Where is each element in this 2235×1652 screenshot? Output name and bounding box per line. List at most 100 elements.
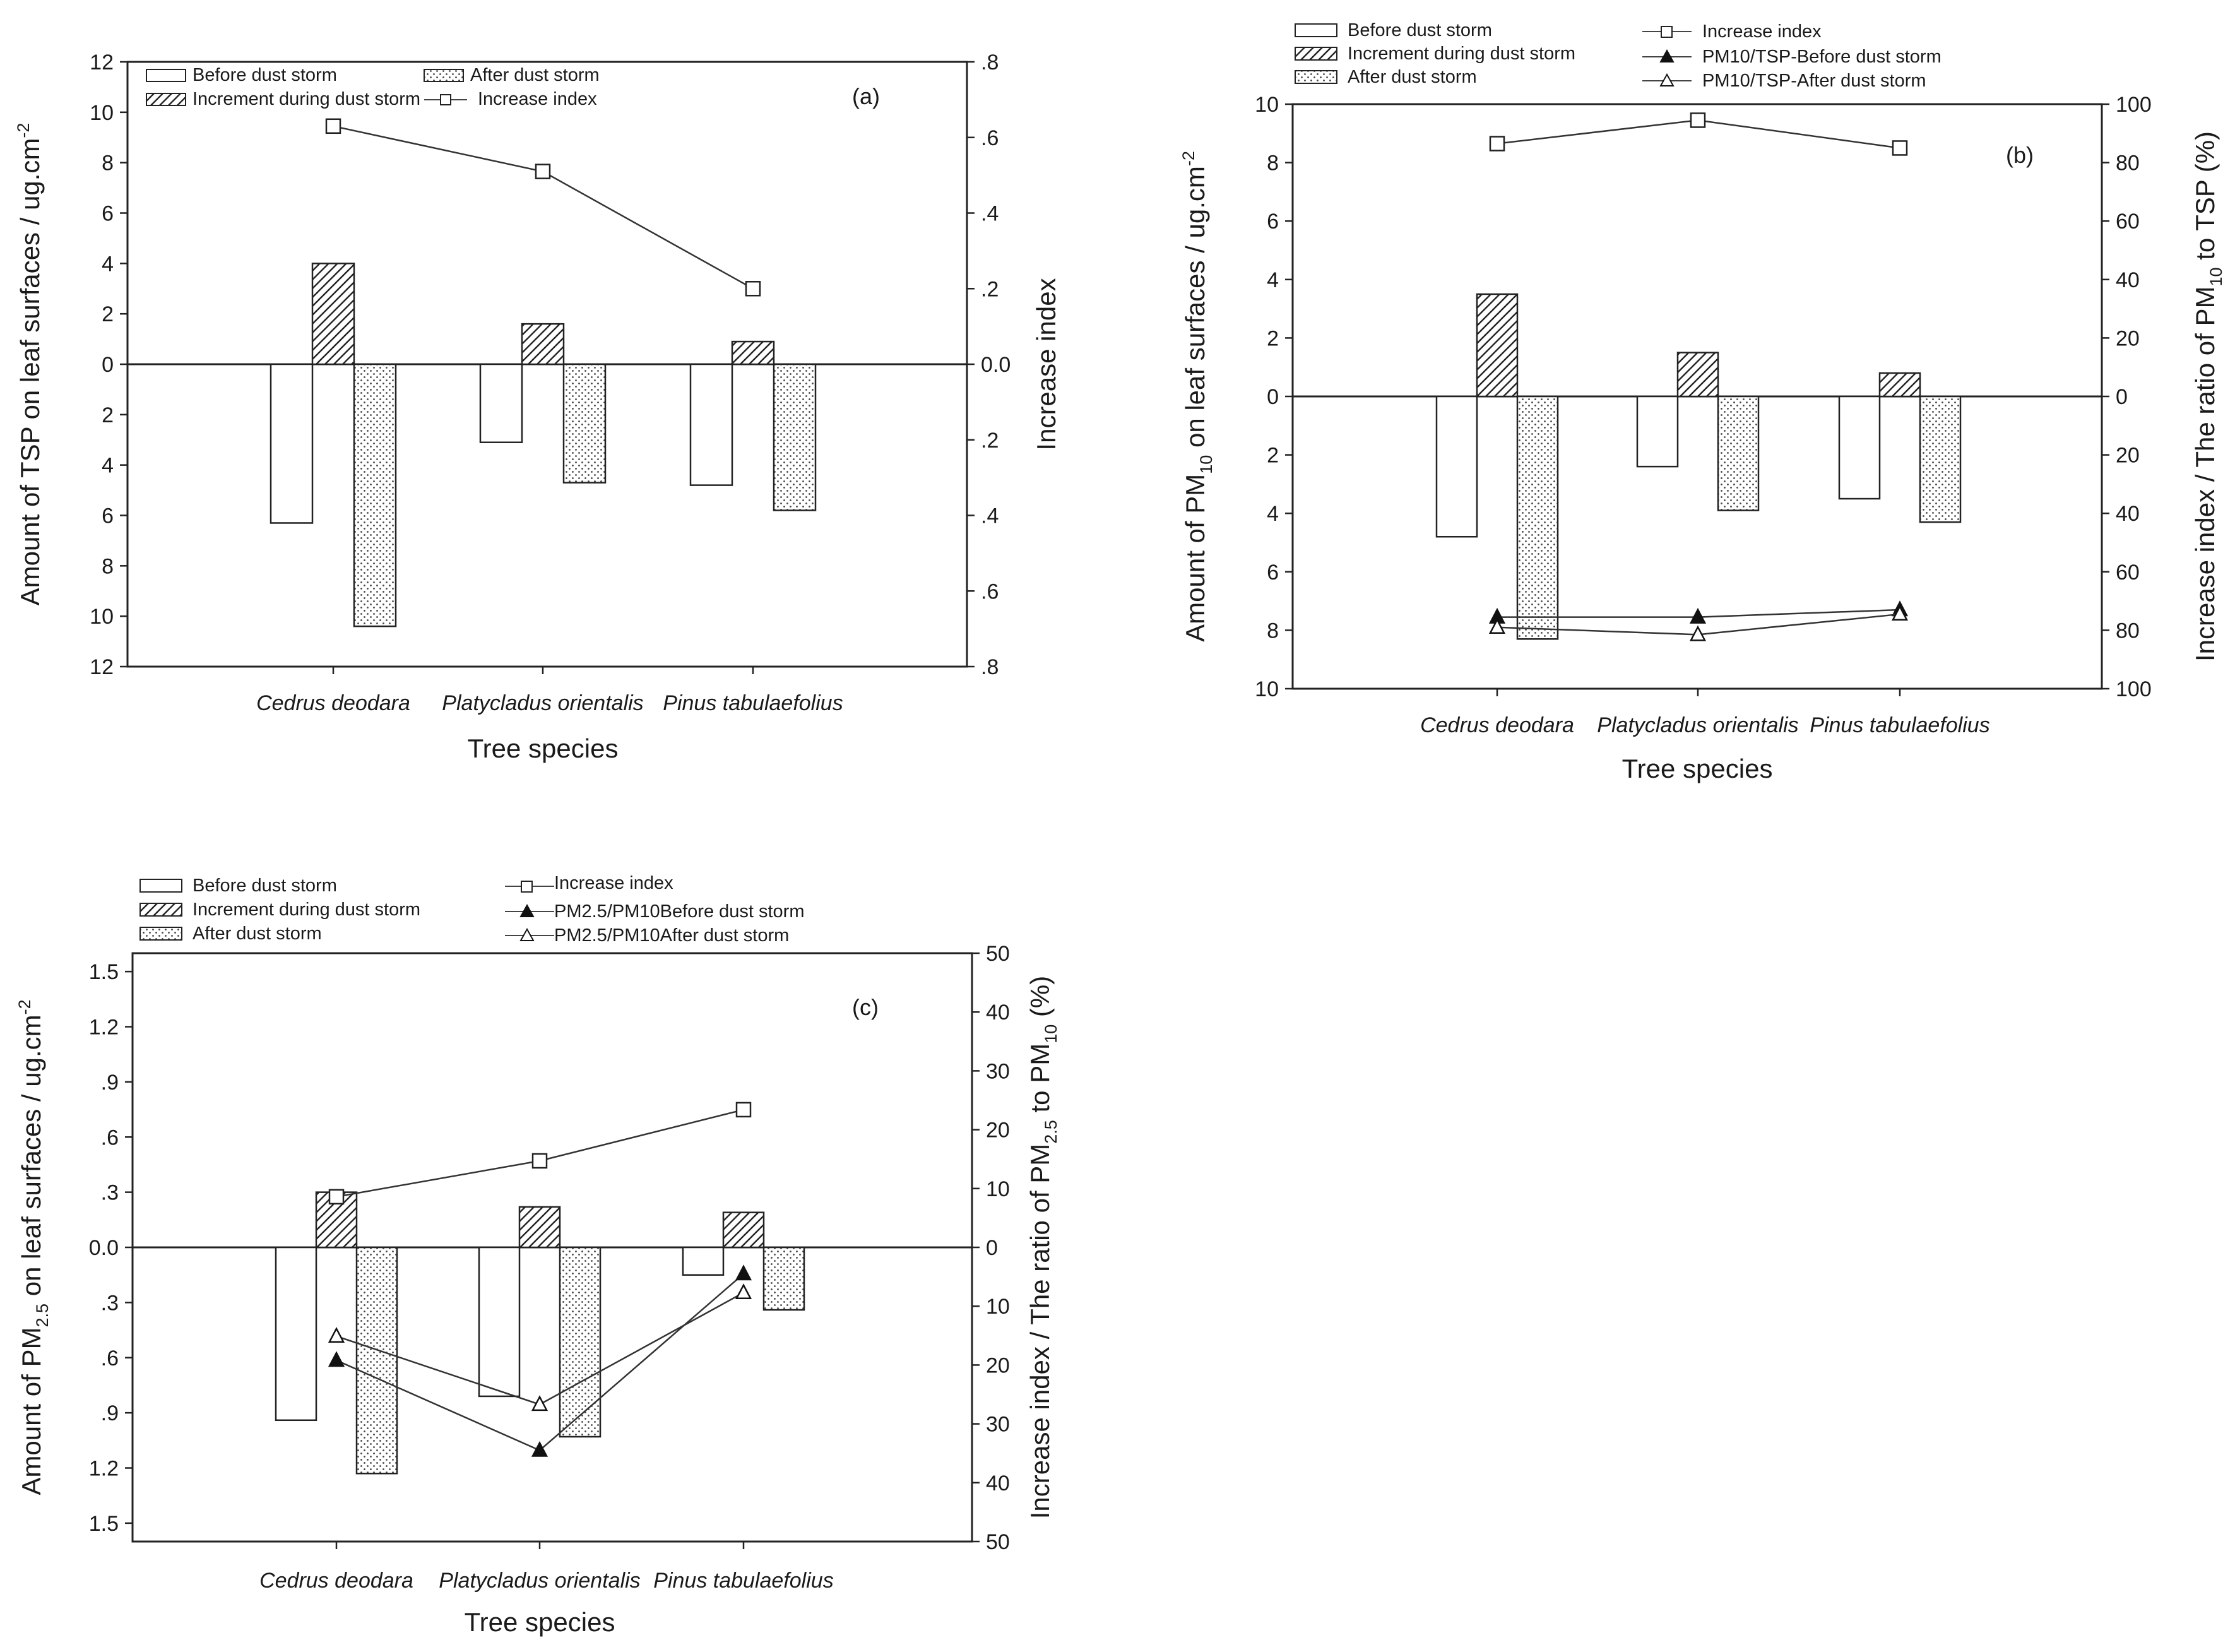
left-tick-label: 10 <box>1255 677 1279 701</box>
right-tick-label: .2 <box>981 429 999 453</box>
bar-white <box>682 1246 725 1276</box>
left-tick-label: .9 <box>101 1401 119 1425</box>
right-tick-label: .6 <box>981 579 999 603</box>
bar-group <box>275 1191 805 1475</box>
panel-label: (c) <box>852 994 879 1020</box>
point-triangle <box>531 1395 548 1411</box>
legend: Before dust storm Increment during dust … <box>1295 20 1942 91</box>
right-tick-label: 100 <box>2116 93 2152 117</box>
legend-swatch-before <box>1295 23 1337 37</box>
bar-hatch <box>311 263 355 365</box>
category-labels: Cedrus deodara Platycladus orientalis Pinu… <box>1420 689 1990 737</box>
point-square <box>1690 112 1706 128</box>
category-labels: Cedrus deodara Platycladus orientalis Pinu… <box>256 667 843 715</box>
right-tick-label: 10 <box>986 1177 1010 1201</box>
left-tick-label: 12 <box>90 655 114 679</box>
legend-marker-increase <box>1661 26 1673 38</box>
left-tick-label: 0 <box>1267 385 1279 409</box>
left-tick-label: 2 <box>1267 444 1279 468</box>
bar-dots <box>353 363 397 627</box>
legend-label-increase: Increase index <box>1702 21 1822 42</box>
right-axis-label: Increase index / The ratio of PM2.5 to P… <box>1025 976 1060 1519</box>
left-axis-ticks: 12 10 8 6 4 2 0 2 4 6 8 10 12 <box>90 51 127 679</box>
category-labels: Cedrus deodara Platycladus orientalis Pinu… <box>259 1542 834 1593</box>
left-tick-label: 2 <box>102 403 114 427</box>
point-square <box>1892 140 1908 156</box>
point-square <box>735 1102 752 1118</box>
left-tick-label: 4 <box>102 454 114 478</box>
point-triangle <box>1689 625 1707 641</box>
right-tick-label: 50 <box>986 942 1010 966</box>
right-tick-label: 40 <box>2116 268 2140 292</box>
chart-panel-a: 12 10 8 6 4 2 0 2 4 6 8 10 12 .8 .6 .4 .2 0.0 .2 .4 .6 .8 Ce… <box>14 51 1061 763</box>
point-square <box>328 1189 345 1205</box>
right-tick-label: .8 <box>981 51 999 74</box>
x-axis-label: Tree species <box>1622 754 1773 783</box>
bar-group <box>1435 293 1962 640</box>
left-axis-label: Amount of TSP on leaf surfaces / ug.cm-2 <box>14 123 45 606</box>
point-square <box>325 118 341 134</box>
right-tick-label: 20 <box>2116 326 2140 350</box>
right-tick-label: 100 <box>2116 677 2152 701</box>
category-label: Platycladus orientalis <box>1597 713 1798 737</box>
bar-hatch <box>521 323 565 365</box>
right-tick-label: .6 <box>981 126 999 150</box>
left-tick-label: 6 <box>102 504 114 528</box>
bar-hatch <box>1676 352 1719 398</box>
category-label: Pinus tabulaefolius <box>653 1569 833 1593</box>
point-triangle <box>328 1351 345 1367</box>
left-tick-label: .6 <box>101 1126 119 1150</box>
left-tick-label: .6 <box>101 1346 119 1370</box>
left-tick-label: 1.2 <box>89 1016 119 1040</box>
left-tick-label: 4 <box>1267 268 1279 292</box>
right-axis-label: Increase index <box>1031 278 1061 450</box>
left-tick-label: 8 <box>102 152 114 175</box>
bar-white <box>275 1246 317 1422</box>
legend-label-before: Before dust storm <box>193 65 337 85</box>
bar-white <box>479 363 523 443</box>
right-tick-label: 20 <box>986 1119 1010 1143</box>
legend-marker-pm25-before <box>519 903 535 917</box>
legend-marker-pm10-before <box>1659 49 1675 62</box>
legend-marker-increase <box>521 881 533 893</box>
legend-label-pm10-after: PM10/TSP-After dust storm <box>1702 71 1926 91</box>
legend-label-increment: Increment during dust storm <box>193 89 420 109</box>
x-axis-label: Tree species <box>465 1607 615 1637</box>
point-square <box>745 281 761 297</box>
point-square <box>1489 136 1505 152</box>
legend-swatch-before <box>146 69 186 82</box>
line-group <box>1488 112 1909 641</box>
right-tick-label: 20 <box>2116 444 2140 468</box>
bar-hatch <box>722 1211 765 1249</box>
legend-label-after: After dust storm <box>1348 67 1477 87</box>
legend: Before dust storm Increment during dust … <box>139 873 805 946</box>
right-axis-ticks: 50 40 30 20 10 0 10 20 30 40 50 <box>972 942 1010 1554</box>
category-label: Cedrus deodara <box>256 691 410 715</box>
left-tick-label: 6 <box>1267 561 1279 585</box>
left-tick-label: 4 <box>102 252 114 276</box>
bar-hatch <box>731 340 775 365</box>
bar-dots <box>355 1246 398 1475</box>
panel-label: (a) <box>852 83 880 109</box>
right-tick-label: 80 <box>2116 619 2140 643</box>
legend-swatch-after <box>1295 70 1337 84</box>
right-tick-label: 20 <box>986 1353 1010 1377</box>
category-label: Platycladus orientalis <box>439 1569 640 1593</box>
legend-label-pm25-before: PM2.5/PM10Before dust storm <box>554 901 805 922</box>
point-triangle <box>1488 618 1506 634</box>
legend-label-before: Before dust storm <box>193 876 337 896</box>
bar-dots <box>762 1246 805 1311</box>
right-tick-label: 80 <box>2116 152 2140 175</box>
bar-dots <box>562 363 607 484</box>
bar-hatch <box>1476 293 1519 398</box>
series-line <box>333 125 754 290</box>
legend-swatch-increment <box>139 903 182 917</box>
left-tick-label: 8 <box>102 554 114 578</box>
legend-label-increase: Increase index <box>478 89 597 109</box>
bar-hatch <box>518 1206 561 1249</box>
bar-group <box>270 263 817 627</box>
point-triangle <box>328 1327 345 1343</box>
right-tick-label: .2 <box>981 277 999 301</box>
legend-label-increment: Increment during dust storm <box>1348 44 1575 64</box>
